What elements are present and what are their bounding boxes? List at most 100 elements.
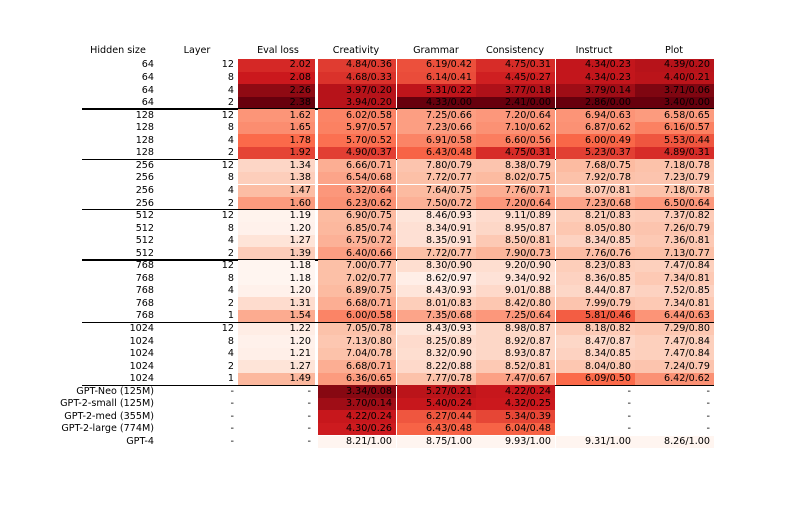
- cell-consistency: 7.90/0.73: [476, 247, 555, 260]
- cell-layer: 4: [227, 285, 234, 297]
- cell-consistency: 9.01/0.88: [476, 284, 555, 298]
- cell-layer: -: [230, 385, 234, 397]
- cell-grammar: 7.25/0.66: [397, 109, 476, 122]
- cell-instruct: 7.68/0.75: [556, 159, 635, 172]
- cell-creativity: 6.75/0.72: [318, 234, 396, 248]
- cell-plot: 7.34/0.81: [635, 272, 714, 285]
- cell-grammar: 8.25/0.89: [397, 335, 476, 348]
- cell-instruct: 8.36/0.85: [556, 272, 635, 285]
- cell-layer: 12: [221, 260, 234, 272]
- cell-creativity: 3.97/0.20: [318, 84, 396, 97]
- cell-consistency: 8.42/0.80: [476, 297, 555, 310]
- cell-instruct: 8.23/0.83: [556, 259, 635, 273]
- cell-eval: 2.38: [238, 96, 315, 110]
- cell-eval: 1.27: [238, 234, 315, 248]
- cell-consistency: 4.75/0.31: [476, 59, 555, 72]
- cell-instruct: 3.79/0.14: [556, 84, 635, 97]
- cell-plot: 7.13/0.77: [635, 247, 714, 260]
- cell-hidden: 256: [135, 172, 154, 184]
- cell-creativity: 6.85/0.74: [318, 222, 396, 235]
- cell-layer: -: [230, 410, 234, 422]
- cell-hidden: 512: [135, 247, 154, 259]
- cell-creativity: 5.97/0.57: [318, 121, 396, 135]
- cell-eval: 1.21: [238, 347, 315, 361]
- cell-instruct: -: [627, 423, 631, 435]
- cell-hidden: 1024: [129, 360, 154, 372]
- cell-eval: 1.18: [238, 272, 315, 285]
- cell-eval: 1.22: [238, 322, 315, 336]
- cell-grammar: 7.72/0.77: [397, 171, 476, 185]
- cell-grammar: 7.35/0.68: [397, 310, 476, 323]
- cell-consistency: 7.20/0.64: [476, 197, 555, 210]
- cell-instruct: 7.99/0.79: [556, 297, 635, 310]
- cell-plot: 6.50/0.64: [635, 197, 714, 210]
- cell-layer: 2: [227, 97, 234, 109]
- cell-grammar: 8.43/0.93: [397, 284, 476, 298]
- cell-hidden: 64: [141, 72, 154, 84]
- cell-layer: 4: [227, 235, 234, 247]
- header-creativity: Creativity: [332, 45, 380, 56]
- cell-instruct: 8.04/0.80: [556, 360, 635, 373]
- cell-plot: 8.26/1.00: [635, 435, 714, 449]
- cell-plot: 7.47/0.84: [635, 347, 714, 361]
- cell-eval: 1.18: [238, 259, 315, 273]
- cell-layer: 4: [227, 184, 234, 196]
- cell-plot: 6.42/0.62: [635, 372, 714, 386]
- cell-grammar: 7.77/0.78: [397, 372, 476, 386]
- cell-hidden: 768: [135, 310, 154, 322]
- cell-instruct: 8.21/0.83: [556, 209, 635, 223]
- cell-consistency: 8.92/0.87: [476, 335, 555, 348]
- cell-grammar: 6.27/0.44: [397, 410, 476, 423]
- header-eval-loss: Eval loss: [257, 45, 299, 56]
- cell-creativity: 6.36/0.65: [318, 372, 396, 386]
- cell-eval: -: [307, 435, 311, 447]
- cell-plot: 7.29/0.80: [635, 322, 714, 336]
- cell-hidden: 768: [135, 260, 154, 272]
- cell-creativity: 7.04/0.78: [318, 347, 396, 361]
- cell-instruct: 8.44/0.87: [556, 284, 635, 298]
- cell-grammar: 5.27/0.21: [397, 385, 476, 398]
- cell-hidden: 128: [135, 122, 154, 134]
- cell-creativity: 7.05/0.78: [318, 322, 396, 336]
- cell-creativity: 3.70/0.14: [318, 397, 396, 411]
- cell-eval: -: [307, 410, 311, 422]
- cell-grammar: 7.72/0.77: [397, 247, 476, 260]
- cell-plot: -: [706, 423, 710, 435]
- cell-grammar: 8.34/0.91: [397, 222, 476, 235]
- cell-plot: 6.58/0.65: [635, 109, 714, 122]
- cell-creativity: 3.34/0.08: [318, 385, 396, 398]
- cell-consistency: 9.34/0.92: [476, 272, 555, 285]
- cell-eval: 1.31: [238, 297, 315, 310]
- cell-eval: 2.08: [238, 71, 315, 85]
- cell-instruct: 7.92/0.78: [556, 171, 635, 185]
- cell-creativity: 6.66/0.71: [318, 159, 396, 172]
- cell-grammar: 8.32/0.90: [397, 347, 476, 361]
- cell-grammar: 6.43/0.48: [397, 146, 476, 160]
- cell-eval: 1.20: [238, 222, 315, 235]
- cell-hidden: GPT-2-large (774M): [61, 423, 154, 435]
- cell-grammar: 8.22/0.88: [397, 360, 476, 373]
- cell-plot: 4.89/0.31: [635, 146, 714, 160]
- cell-grammar: 7.80/0.79: [397, 159, 476, 172]
- cell-consistency: 4.45/0.27: [476, 71, 555, 85]
- header-grammar: Grammar: [413, 45, 459, 56]
- cell-grammar: 8.75/1.00: [397, 435, 476, 449]
- cell-instruct: 8.34/0.85: [556, 347, 635, 361]
- cell-layer: 1: [227, 310, 234, 322]
- cell-creativity: 3.94/0.20: [318, 96, 396, 110]
- cell-eval: -: [307, 385, 311, 397]
- cell-creativity: 7.13/0.80: [318, 335, 396, 348]
- cell-instruct: 6.94/0.63: [556, 109, 635, 122]
- cell-hidden: GPT-Neo (125M): [76, 385, 154, 397]
- cell-eval: 1.65: [238, 121, 315, 135]
- cell-layer: 4: [227, 84, 234, 96]
- cell-layer: 8: [227, 172, 234, 184]
- cell-instruct: -: [627, 385, 631, 397]
- cell-grammar: 6.43/0.48: [397, 422, 476, 436]
- cell-eval: 1.47: [238, 184, 315, 198]
- cell-creativity: 6.90/0.75: [318, 209, 396, 223]
- cell-instruct: 8.18/0.82: [556, 322, 635, 336]
- cell-eval: 1.19: [238, 209, 315, 223]
- cell-creativity: 4.30/0.26: [318, 422, 396, 436]
- cell-plot: 3.71/0.06: [635, 84, 714, 97]
